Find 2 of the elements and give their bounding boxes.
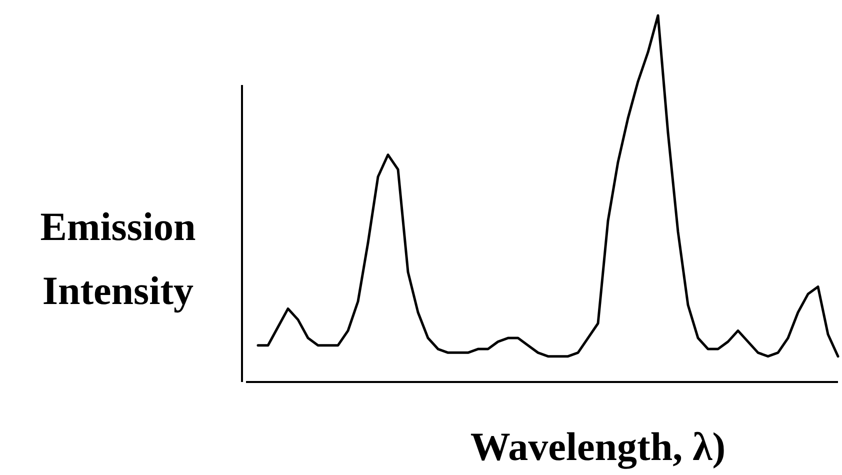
x-axis-title: Wavelength, λ) xyxy=(470,424,726,469)
y-axis-title: Emission Intensity xyxy=(40,204,196,313)
